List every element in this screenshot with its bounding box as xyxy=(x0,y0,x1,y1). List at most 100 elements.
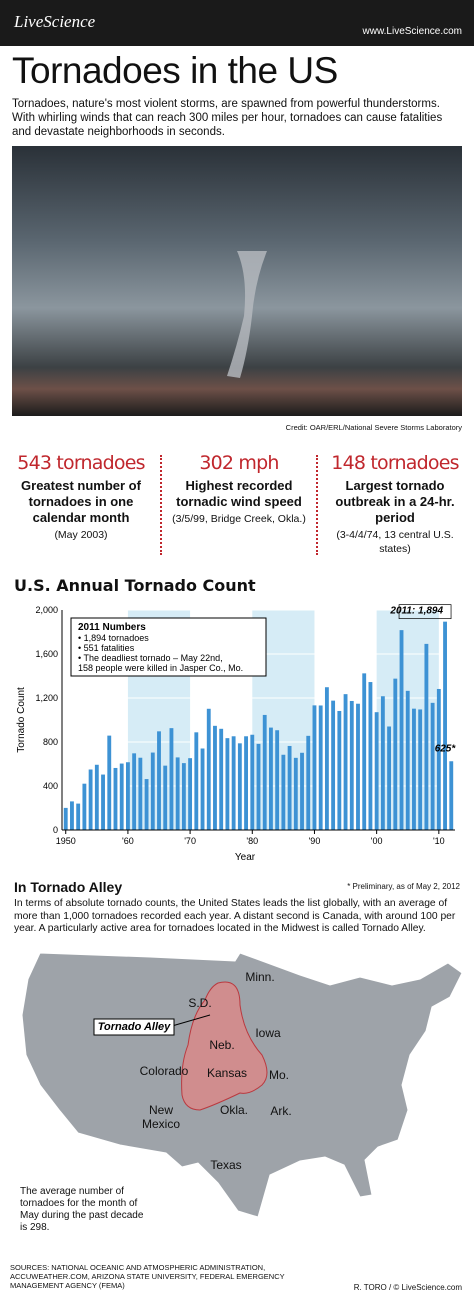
bar xyxy=(312,705,317,830)
bullet: • xyxy=(78,653,84,663)
y-axis-title: Tornado Count xyxy=(16,687,27,753)
bar xyxy=(275,730,280,830)
map: Tornado Alley xyxy=(21,952,463,1218)
bar xyxy=(293,757,298,830)
intro: Tornadoes, nature's most violent storms,… xyxy=(12,98,443,138)
bar xyxy=(436,688,441,830)
tornado-alley-area xyxy=(181,981,268,1111)
bar xyxy=(175,757,180,830)
callout: Tornado Alley xyxy=(98,1021,171,1033)
stat-text: Greatest number of tornadoes in one cale… xyxy=(21,478,141,525)
state-label: Iowa xyxy=(255,1026,281,1040)
x-tick-label: '10 xyxy=(433,836,445,846)
bar xyxy=(113,767,118,830)
annotation-box xyxy=(398,604,452,620)
stat: 543 tornadoes Greatest number of tornadoe… xyxy=(6,452,156,542)
separator xyxy=(160,455,162,555)
stat: 148 tornadoes Largest tornado outbreak in… xyxy=(320,452,470,556)
bar xyxy=(206,708,211,830)
map-note: The average number of tornadoes for the … xyxy=(20,1186,144,1233)
callout-item: • The deadliest tornado – May 22nd, xyxy=(78,653,223,663)
header: LiveScience www.LiveScience.com xyxy=(0,0,474,46)
callout-text: 1,894 tornadoes xyxy=(84,633,150,643)
annotation: 625* xyxy=(435,743,457,754)
bar xyxy=(194,732,199,830)
bar xyxy=(374,712,379,830)
bar xyxy=(356,703,360,830)
state-label: Minn. xyxy=(245,970,275,984)
stat-text: Largest tornado outbreak in a 24-hr. per… xyxy=(335,478,455,525)
bar xyxy=(138,757,143,830)
state-label: Neb. xyxy=(209,1038,235,1052)
bar xyxy=(449,761,454,830)
bar xyxy=(94,764,99,830)
bar xyxy=(418,709,423,830)
bar xyxy=(287,745,292,830)
bar xyxy=(349,700,354,830)
stat-headline: 302 mph xyxy=(199,452,279,474)
bar xyxy=(219,728,224,830)
bar xyxy=(324,687,329,830)
state-label: Kansas xyxy=(206,1066,248,1080)
bar xyxy=(181,763,186,830)
callout-item-cont: 158 people were killed in Jasper Co., Mo… xyxy=(78,663,243,673)
callout-item: • 551 fatalities xyxy=(78,643,135,653)
bar xyxy=(262,714,267,830)
x-tick-label: '60 xyxy=(122,836,134,846)
bar xyxy=(430,702,435,830)
stat-text: Highest recorded tornadic wind speed xyxy=(176,478,302,509)
section-title: In Tornado Alley xyxy=(14,879,123,895)
bar xyxy=(393,678,398,830)
stat-headline: 148 tornadoes xyxy=(331,452,459,474)
title: Tornadoes in the US xyxy=(12,50,338,91)
bar xyxy=(399,630,404,830)
bar xyxy=(188,758,193,830)
state-label: Ark. xyxy=(270,1104,292,1118)
state-label: New Mexico xyxy=(141,1103,180,1131)
bar xyxy=(412,708,416,830)
bar xyxy=(144,779,149,830)
bar xyxy=(443,621,447,830)
bar xyxy=(331,700,336,830)
x-tick-label: '70 xyxy=(184,836,196,846)
bar xyxy=(119,763,124,830)
state-label: Mo. xyxy=(268,1068,289,1082)
bar xyxy=(225,738,230,830)
y-tick-label: 1,200 xyxy=(35,693,58,703)
state-label: Texas xyxy=(210,1158,242,1172)
x-tick-label: '00 xyxy=(371,836,383,846)
bar xyxy=(380,696,385,830)
y-tick-label: 1,600 xyxy=(35,649,58,659)
footnote: * Preliminary, as of May 2, 2012 xyxy=(347,882,460,891)
chart-title: U.S. Annual Tornado Count xyxy=(14,576,256,595)
y-tick-label: 400 xyxy=(43,781,58,791)
photo-art xyxy=(227,251,267,378)
bullet: • xyxy=(78,643,84,653)
y-tick-label: 0 xyxy=(53,825,58,835)
bar xyxy=(405,690,410,830)
bar xyxy=(256,743,261,830)
bar xyxy=(244,736,248,830)
bar xyxy=(424,643,429,830)
stat-note: (3-4/4/74, 13 central U.S. states) xyxy=(336,529,454,555)
bar xyxy=(101,774,105,830)
brand: LiveScience xyxy=(14,12,96,31)
bar xyxy=(281,754,286,830)
callout-box xyxy=(70,617,267,677)
bar xyxy=(169,728,174,830)
bar xyxy=(269,727,273,830)
stat-headline: 543 tornadoes xyxy=(17,452,145,474)
callout-line xyxy=(171,1014,211,1027)
state-label: Colorado xyxy=(139,1064,189,1078)
x-tick-label: 1950 xyxy=(56,836,76,846)
y-tick-label: 2,000 xyxy=(35,605,58,615)
bar xyxy=(63,807,68,830)
bar xyxy=(250,734,255,830)
bar xyxy=(343,694,348,830)
bar xyxy=(237,743,242,830)
callout-text: 551 fatalities xyxy=(84,643,135,653)
callout-item: • 1,894 tornadoes xyxy=(78,633,149,643)
bar xyxy=(318,705,323,830)
bar xyxy=(368,682,373,830)
bar xyxy=(125,762,130,830)
